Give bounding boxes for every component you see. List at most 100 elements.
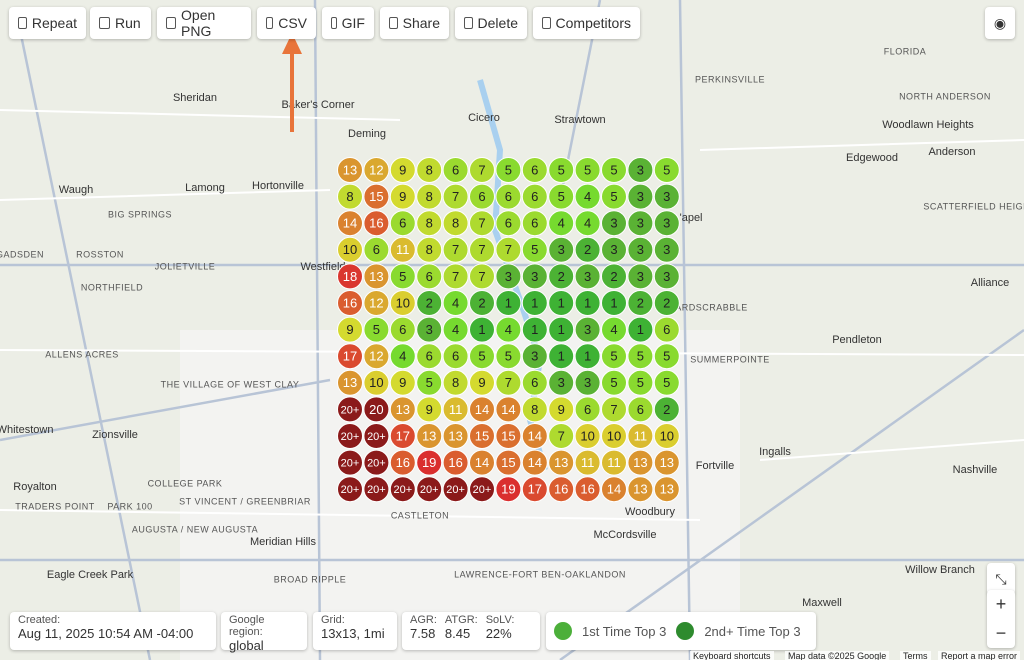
rank-label: 6: [531, 162, 538, 177]
rank-circle: [653, 157, 680, 183]
rank-circle: [442, 263, 469, 290]
rank-label: 4: [505, 322, 512, 337]
rank-label: 6: [399, 216, 406, 231]
icon: [542, 17, 551, 29]
place-label: McCordsville: [594, 529, 657, 541]
value: global: [229, 638, 264, 653]
place-label: CASTLETON: [391, 510, 449, 520]
rank-label: 1: [478, 322, 485, 337]
rank-label: 12: [369, 162, 383, 177]
rank-label: 5: [610, 349, 617, 364]
rank-label: 15: [501, 455, 515, 470]
rank-label: 13: [422, 428, 436, 443]
place-label: Maxwell: [802, 597, 842, 609]
rank-label: 8: [346, 189, 353, 204]
rank-circle: [548, 423, 575, 449]
rank-circle: [601, 157, 627, 183]
zoom-out[interactable]: −: [995, 623, 1007, 643]
rank-label: 5: [663, 375, 670, 390]
rank-circle: [495, 316, 522, 343]
toolbar-button[interactable]: Delete: [455, 7, 527, 39]
place-label: Alliance: [971, 277, 1010, 289]
rank-label: 9: [426, 402, 433, 417]
rank-label: 10: [369, 375, 383, 390]
zoom-in[interactable]: +: [995, 594, 1007, 614]
button-label: Competitors: [555, 15, 631, 31]
toolbar-button[interactable]: Share: [380, 7, 449, 39]
place-label: GADSDEN: [0, 249, 44, 259]
rank-label: 2: [478, 295, 485, 310]
rank-circle: [363, 157, 390, 183]
rank-label: 2: [663, 402, 670, 417]
rank-label: 13: [633, 455, 647, 470]
button-label: Delete: [477, 15, 518, 31]
toolbar-button[interactable]: Repeat: [9, 7, 86, 39]
place-label: PARK 100: [107, 501, 152, 511]
rank-label: 3: [531, 269, 538, 284]
place-label: Anderson: [928, 146, 975, 158]
rank-label: 7: [478, 242, 485, 257]
toolbar-button[interactable]: Competitors: [533, 7, 640, 39]
place-label: Meridian Hills: [250, 536, 317, 548]
rank-label: 1: [531, 322, 538, 337]
rank-label: 13: [633, 482, 647, 497]
rank-circle: [548, 210, 575, 237]
rank-circle: [337, 157, 363, 183]
rank-label: 3: [610, 242, 617, 257]
toolbar-button[interactable]: Open PNG: [157, 7, 251, 39]
place-label: Waugh: [59, 184, 93, 196]
place-label: COLLEGE PARK: [148, 478, 223, 488]
fullscreen-button[interactable]: ⤡: [987, 563, 1015, 595]
rank-circle: [469, 369, 495, 396]
rank-circle: [521, 316, 548, 343]
rank-circle: [363, 263, 390, 290]
visibility-button[interactable]: ◉: [985, 7, 1015, 39]
toolbar-button[interactable]: GIF: [322, 7, 374, 39]
rank-circle: [363, 369, 390, 396]
rank-label: 13: [660, 455, 674, 470]
icon: [389, 17, 398, 29]
toolbar-button[interactable]: Run: [90, 7, 151, 39]
rank-label: 14: [343, 216, 357, 231]
rank-circle: [574, 263, 601, 290]
rank-circle: [495, 449, 522, 476]
place-label: Eagle Creek Park: [47, 569, 134, 581]
icon: [99, 17, 110, 29]
rank-label: 4: [610, 322, 617, 337]
value: 8.45: [444, 626, 471, 641]
rank-label: 3: [637, 269, 644, 284]
toolbar-button[interactable]: CSV: [257, 7, 316, 39]
rank-circle: [653, 476, 680, 503]
rank-circle: [574, 316, 601, 343]
button-label: Share: [402, 15, 440, 31]
place-label: BROAD RIPPLE: [274, 574, 347, 584]
rank-label: 5: [531, 242, 538, 257]
rank-circle: [627, 316, 654, 343]
legend-text: 2nd+ Time Top 3: [704, 623, 801, 639]
rank-label: 7: [505, 242, 512, 257]
icon: [266, 17, 274, 29]
rank-circle: [442, 210, 469, 237]
rank-label: 3: [610, 216, 617, 231]
rank-circle: [627, 290, 654, 316]
rank-label: 4: [452, 322, 459, 337]
rank-label: 5: [373, 322, 380, 337]
rank-label: 16: [343, 295, 357, 310]
zoom-control[interactable]: + −: [987, 590, 1015, 648]
rank-circle: [389, 316, 416, 343]
place-label: JOLIETVILLE: [155, 261, 216, 271]
rank-circle: [442, 369, 469, 396]
rank-circle: [389, 343, 416, 370]
rank-circle: [337, 183, 363, 210]
rank-label: 5: [663, 162, 670, 177]
rank-circle: [601, 183, 627, 210]
stat: ATGR: 8.45: [445, 614, 478, 648]
rank-circle: [416, 343, 443, 370]
rank-circle: [337, 396, 363, 423]
label: Grid:: [321, 614, 345, 626]
rank-circle: [389, 476, 416, 503]
rank-circle: [653, 343, 680, 370]
rank-label: 19: [501, 482, 515, 497]
rank-circle: [442, 183, 469, 210]
rank-label: 9: [478, 375, 485, 390]
